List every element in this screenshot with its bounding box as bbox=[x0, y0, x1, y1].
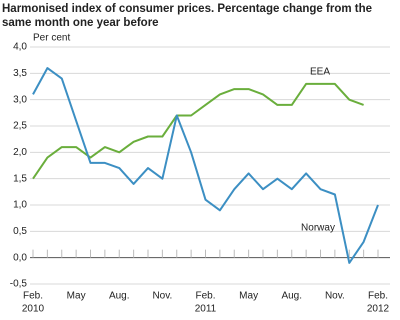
x-year-label: 2011 bbox=[195, 304, 217, 315]
chart-title: Harmonised index of consumer prices. Per… bbox=[2, 3, 372, 29]
series-line bbox=[32, 67, 379, 264]
y-tick-label: 3,5 bbox=[13, 68, 27, 79]
y-tick-label: 1,5 bbox=[13, 173, 27, 184]
y-axis-label: Per cent bbox=[33, 33, 70, 44]
y-tick-label: 2,5 bbox=[13, 121, 27, 132]
x-year-label: 2010 bbox=[22, 304, 45, 315]
y-tick-label: 3,0 bbox=[13, 94, 27, 105]
x-tick-label: May bbox=[239, 291, 258, 302]
x-tick-label: Nov. bbox=[152, 291, 172, 302]
series-label: Norway bbox=[301, 223, 335, 234]
y-tick-label: 2,0 bbox=[13, 147, 27, 158]
x-tick-label: Feb. bbox=[23, 291, 43, 302]
x-tick-label: Aug. bbox=[281, 291, 302, 302]
x-tick-label: Aug. bbox=[109, 291, 130, 302]
x-tick-label: Feb. bbox=[195, 291, 215, 302]
y-tick-label: 1,0 bbox=[13, 200, 27, 211]
x-tick-label: Nov. bbox=[325, 291, 345, 302]
y-tick-label: -0,5 bbox=[10, 279, 28, 290]
x-year-label: 2012 bbox=[367, 304, 390, 315]
y-tick-label: 0,5 bbox=[13, 226, 27, 237]
x-tick-label: May bbox=[67, 291, 86, 302]
y-tick-label: 0,0 bbox=[13, 252, 27, 263]
series-line bbox=[32, 82, 364, 180]
y-tick-label: 4,0 bbox=[13, 42, 27, 53]
x-tick-label: Feb. bbox=[368, 291, 388, 302]
series-label: EEA bbox=[310, 67, 330, 78]
